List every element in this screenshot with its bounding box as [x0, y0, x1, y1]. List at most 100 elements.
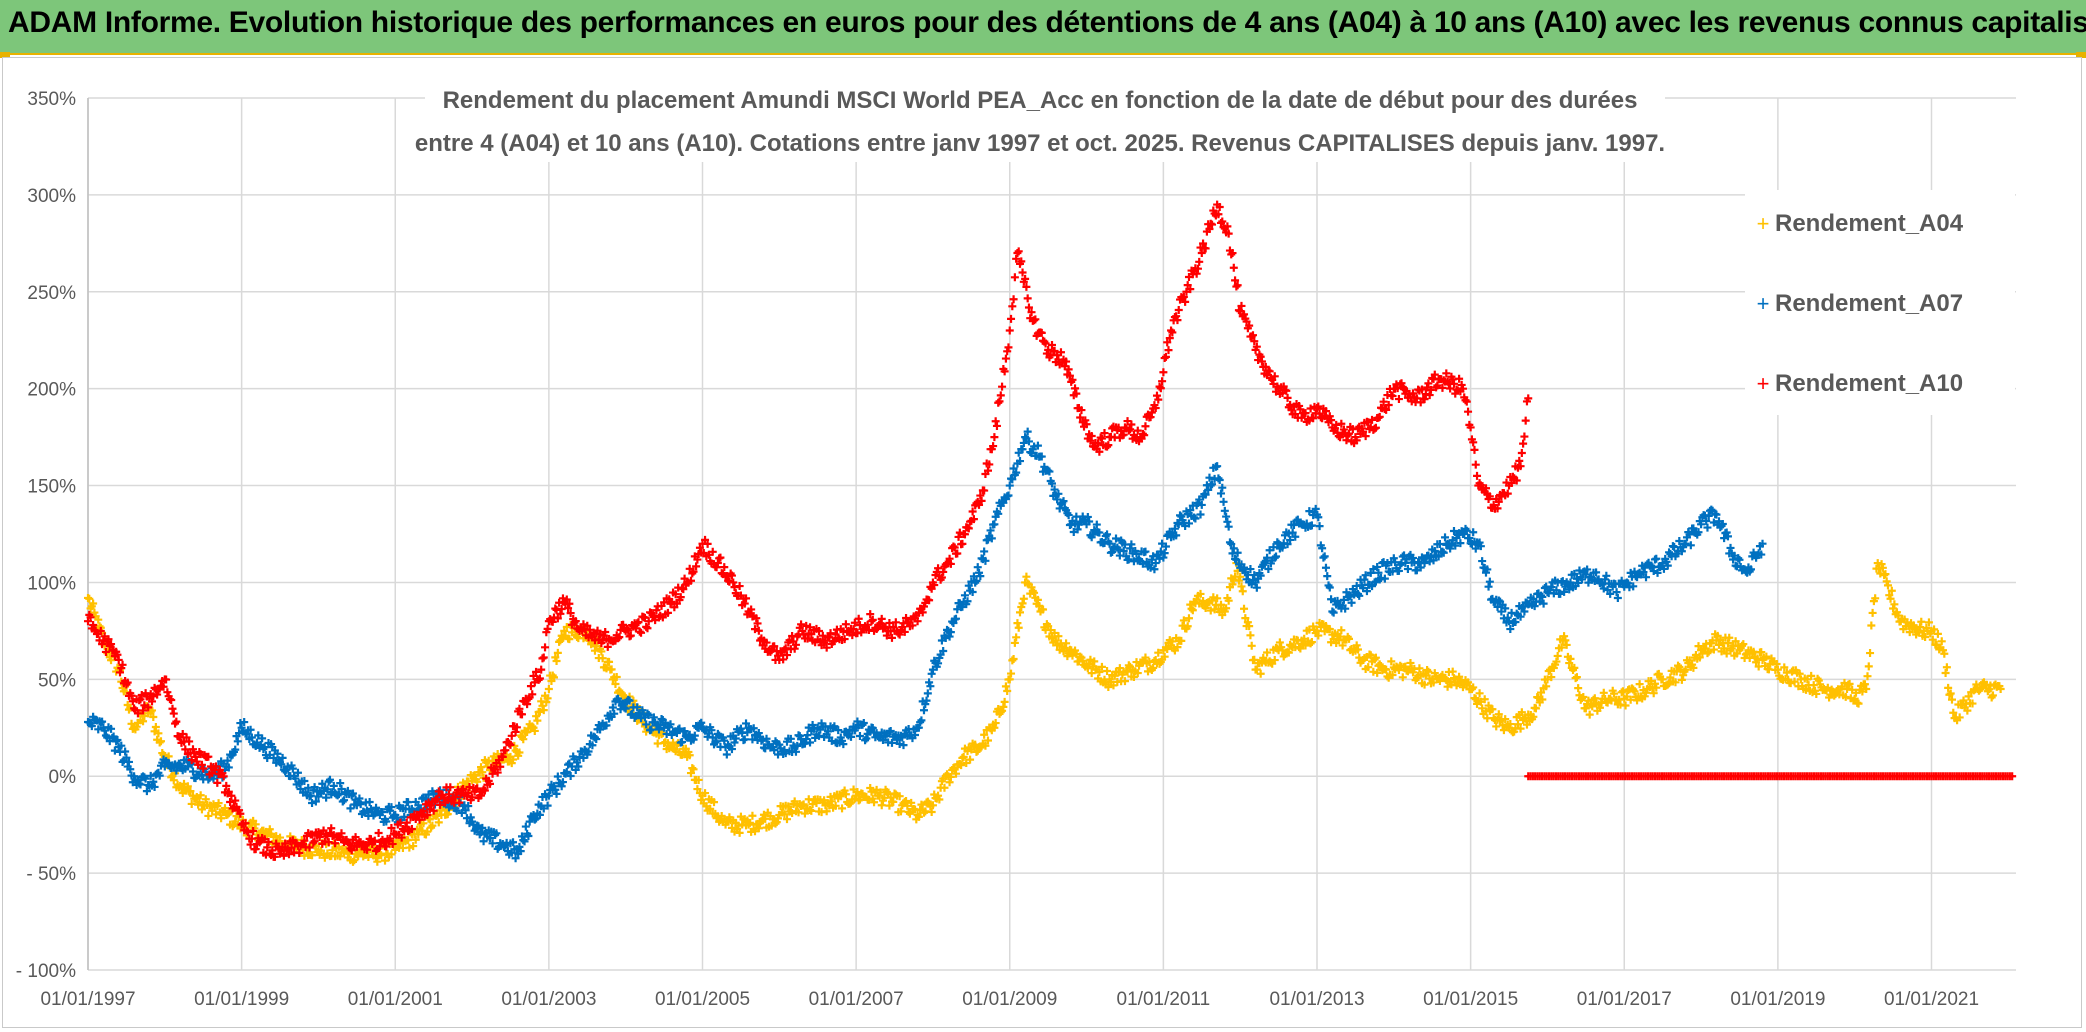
scatter-mark-a04 — [1786, 679, 1795, 688]
scatter-mark-a07 — [1219, 497, 1228, 506]
scatter-mark-a07 — [1560, 587, 1569, 596]
scatter-mark-a10 — [1442, 369, 1451, 378]
scatter-mark-a07 — [742, 719, 751, 728]
scatter-mark-a04 — [532, 712, 541, 721]
scatter-mark-a04 — [1222, 604, 1231, 613]
scatter-mark-a10 — [992, 421, 1001, 430]
scatter-mark-a07 — [1675, 536, 1684, 545]
scatter-mark-a07 — [1403, 564, 1412, 573]
scatter-mark-a10 — [1515, 456, 1524, 465]
scatter-mark-a04 — [1406, 658, 1415, 667]
scatter-mark-a04 — [1713, 631, 1722, 640]
scatter-mark-a10 — [1152, 391, 1161, 400]
scatter-mark-a04 — [771, 819, 780, 828]
scatter-mark-a07 — [1341, 604, 1350, 613]
scatter-mark-a10 — [1521, 416, 1530, 425]
scatter-mark-a04 — [902, 797, 911, 806]
scatter-mark-a10 — [679, 585, 688, 594]
scatter-mark-a10 — [1242, 317, 1251, 326]
scatter-mark-a07 — [1478, 557, 1487, 566]
scatter-mark-a10 — [1140, 431, 1149, 440]
scatter-mark-a04 — [204, 811, 213, 820]
scatter-mark-a04 — [1579, 693, 1588, 702]
scatter-mark-a04 — [1942, 663, 1951, 672]
scatter-mark-a10 — [562, 595, 571, 604]
scatter-mark-a07 — [1606, 589, 1615, 598]
scatter-mark-a04 — [1133, 669, 1142, 678]
scatter-mark-a10 — [797, 620, 806, 629]
scatter-mark-a10 — [972, 499, 981, 508]
scatter-mark-a10 — [1410, 393, 1419, 402]
scatter-mark-a04 — [428, 821, 437, 830]
scatter-mark-a04 — [807, 806, 816, 815]
scatter-mark-a04 — [597, 647, 606, 656]
scatter-mark-a04 — [543, 694, 552, 703]
scatter-mark-a10 — [555, 598, 564, 607]
scatter-mark-a10 — [534, 675, 543, 684]
scatter-mark-a10 — [1072, 389, 1081, 398]
scatter-mark-a04 — [605, 657, 614, 666]
scatter-mark-a10 — [1265, 367, 1274, 376]
scatter-mark-a07 — [288, 764, 297, 773]
scatter-mark-a10 — [1233, 281, 1242, 290]
scatter-mark-a07 — [1362, 587, 1371, 596]
scatter-mark-a04 — [573, 632, 582, 641]
scatter-mark-a04 — [1924, 618, 1933, 627]
scatter-mark-a07 — [968, 587, 977, 596]
scatter-mark-a04 — [1585, 710, 1594, 719]
scatter-mark-a10 — [889, 623, 898, 632]
data-point-a10 — [1197, 249, 1206, 258]
scatter-mark-a10 — [1172, 312, 1181, 321]
scatter-mark-a07 — [1434, 552, 1443, 561]
data-point-a07 — [1374, 568, 1383, 577]
scatter-mark-a04 — [315, 850, 324, 859]
scatter-mark-a10 — [1456, 387, 1465, 396]
scatter-mark-a10 — [1283, 393, 1292, 402]
scatter-mark-a04 — [827, 797, 836, 806]
scatter-mark-a04 — [1552, 657, 1561, 666]
scatter-mark-a10 — [1325, 412, 1334, 421]
legend-label-a07: Rendement_A07 — [1775, 290, 1963, 317]
scatter-mark-a07 — [980, 547, 989, 556]
scatter-mark-a10 — [1004, 343, 1013, 352]
scatter-mark-a04 — [1003, 686, 1012, 695]
scatter-mark-a04 — [1352, 641, 1361, 650]
scatter-mark-a04 — [957, 761, 966, 770]
scatter-mark-a07 — [911, 730, 920, 739]
scatter-mark-a10 — [996, 391, 1005, 400]
scatter-mark-a10 — [840, 635, 849, 644]
scatter-mark-a04 — [1936, 643, 1945, 652]
scatter-mark-a04 — [1506, 720, 1515, 729]
scatter-mark-a04 — [1301, 641, 1310, 650]
scatter-mark-a07 — [887, 738, 896, 747]
scatter-mark-a04 — [1008, 656, 1017, 665]
scatter-mark-a10 — [279, 851, 288, 860]
scatter-mark-a04 — [1538, 695, 1547, 704]
scatter-mark-a07 — [122, 753, 131, 762]
scatter-mark-a04 — [1425, 674, 1434, 683]
scatter-mark-a07 — [1723, 532, 1732, 541]
scatter-mark-a10 — [918, 608, 927, 617]
scatter-mark-a10 — [1103, 442, 1112, 451]
scatter-mark-a07 — [293, 768, 302, 777]
scatter-mark-a10 — [415, 815, 424, 824]
scatter-mark-a07 — [1191, 514, 1200, 523]
scatter-mark-a07 — [1160, 549, 1169, 558]
scatter-mark-a07 — [1578, 575, 1587, 584]
scatter-mark-a10 — [387, 824, 396, 833]
scatter-mark-a10 — [945, 554, 954, 563]
scatter-mark-a10 — [955, 528, 964, 537]
scatter-mark-a04 — [1213, 594, 1222, 603]
scatter-mark-a04 — [688, 764, 697, 773]
scatter-mark-a10 — [506, 740, 515, 749]
data-point-a10 — [990, 433, 999, 442]
scatter-mark-a10 — [1471, 460, 1480, 469]
scatter-mark-a04 — [1772, 659, 1781, 668]
scatter-mark-a07 — [1725, 549, 1734, 558]
scatter-mark-a04 — [1723, 639, 1732, 648]
scatter-mark-a07 — [1380, 574, 1389, 583]
scatter-mark-a04 — [1649, 689, 1658, 698]
scatter-mark-a04 — [539, 706, 548, 715]
scatter-mark-a07 — [1639, 568, 1648, 577]
